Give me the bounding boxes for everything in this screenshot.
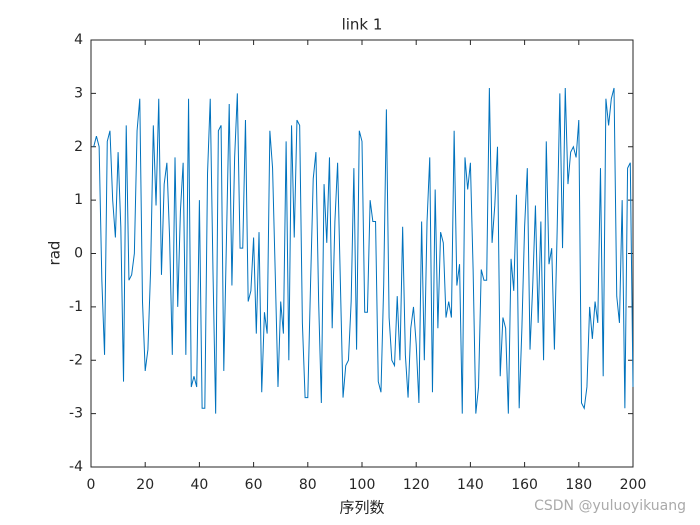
x-tick-label: 0	[87, 477, 96, 493]
x-tick-label: 100	[349, 477, 376, 493]
x-tick-label: 80	[299, 477, 317, 493]
y-tick-label: 4	[74, 32, 83, 48]
x-tick-label: 180	[565, 477, 592, 493]
x-axis-label: 序列数	[339, 499, 384, 517]
y-tick-label: 1	[74, 192, 83, 208]
data-line	[93, 87, 634, 414]
x-tick-label: 160	[511, 477, 538, 493]
y-tick-label: 2	[74, 139, 83, 155]
plot-area	[90, 39, 634, 468]
x-tick-label: 200	[620, 477, 647, 493]
y-tick-label: -4	[69, 459, 83, 475]
watermark: CSDN @yuluoyikuang	[534, 498, 686, 514]
y-tick-label: -3	[69, 406, 83, 422]
y-tick-label: 3	[74, 85, 83, 101]
chart-title: link 1	[342, 16, 383, 34]
x-tick-label: 40	[190, 477, 208, 493]
y-axis-label: rad	[46, 241, 64, 266]
x-tick-label: 140	[457, 477, 484, 493]
y-tick-label: -1	[69, 299, 83, 315]
x-tick-label: 60	[245, 477, 263, 493]
x-tick-label: 120	[403, 477, 430, 493]
y-tick-label: -2	[69, 352, 83, 368]
y-tick-label: 0	[74, 246, 83, 262]
x-tick-label: 20	[136, 477, 154, 493]
